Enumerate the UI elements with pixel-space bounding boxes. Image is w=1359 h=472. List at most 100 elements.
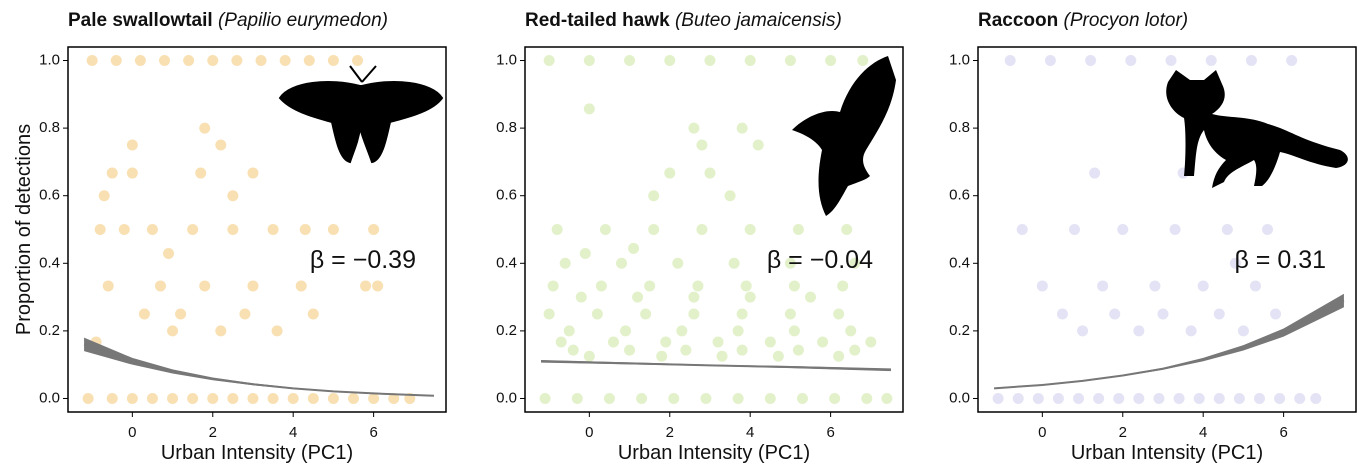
point	[1153, 392, 1165, 404]
point	[732, 325, 744, 337]
point	[704, 167, 716, 179]
point	[159, 55, 171, 67]
point	[1213, 308, 1225, 320]
butterfly-icon	[278, 65, 444, 164]
title-species: (Papilio eurymedon)	[218, 10, 388, 31]
point	[267, 224, 279, 235]
point	[563, 325, 575, 337]
point	[1193, 392, 1205, 404]
point	[1016, 224, 1028, 235]
point	[303, 55, 315, 67]
y-tick-label: 0.4	[39, 254, 60, 271]
point	[724, 190, 736, 202]
point	[784, 308, 796, 320]
point	[195, 167, 207, 179]
point	[764, 392, 776, 404]
point	[1233, 392, 1245, 404]
point	[728, 257, 740, 269]
x-tick-label: 4	[289, 424, 297, 441]
point	[551, 224, 563, 235]
point	[1109, 308, 1121, 320]
point	[1221, 224, 1233, 235]
x-axis-label: Urban Intensity (PC1)	[1071, 442, 1263, 464]
y-tick-label: 0.2	[949, 322, 970, 339]
point	[1125, 55, 1137, 67]
y-tick-label: 0.0	[496, 389, 517, 406]
y-tick-label: 0.8	[496, 119, 517, 136]
x-axis-label: Urban Intensity (PC1)	[161, 442, 353, 464]
point	[688, 122, 700, 134]
point	[327, 224, 339, 235]
point	[704, 55, 716, 67]
point	[1213, 392, 1225, 404]
point	[881, 392, 893, 404]
point	[183, 55, 195, 67]
point	[1069, 224, 1081, 235]
point	[368, 224, 380, 235]
icons	[278, 56, 1348, 216]
panel-title: Red-tailed hawk (Buteo jamaicensis)	[525, 10, 842, 31]
point	[352, 55, 364, 67]
point	[547, 280, 559, 292]
point	[327, 55, 339, 67]
y-axis-label: Proportion of detections	[13, 124, 35, 335]
point	[825, 55, 837, 67]
point	[696, 224, 708, 235]
point	[299, 224, 311, 235]
x-tick-label: 6	[826, 424, 834, 441]
point	[1036, 280, 1048, 292]
panel-title: Raccoon (Procyon lotor)	[978, 10, 1188, 31]
point	[817, 336, 829, 348]
point	[118, 224, 130, 235]
point	[1113, 392, 1125, 404]
point	[215, 325, 227, 337]
point	[86, 55, 98, 67]
point	[543, 55, 555, 67]
point	[784, 55, 796, 67]
y-tick-label: 0.6	[949, 187, 970, 204]
point	[571, 392, 583, 404]
point	[199, 280, 211, 292]
point	[788, 280, 800, 292]
point	[372, 280, 384, 292]
point	[1173, 392, 1185, 404]
beta-annotation: β = 0.31	[1234, 246, 1326, 274]
point	[134, 55, 146, 67]
point	[106, 167, 118, 179]
point	[1229, 257, 1241, 269]
point	[543, 308, 555, 320]
point	[805, 291, 817, 303]
point	[167, 392, 179, 404]
point	[187, 224, 199, 235]
point	[837, 280, 849, 292]
point	[1185, 325, 1197, 337]
y-tick-label: 0.2	[496, 322, 517, 339]
point	[849, 257, 861, 269]
panel: Red-tailed hawk (Buteo jamaicensis) 0 2 4 6 0…	[496, 10, 904, 464]
point	[247, 392, 259, 404]
title-name: Raccoon	[978, 10, 1058, 31]
point	[744, 291, 756, 303]
point	[1310, 392, 1322, 404]
title-species: (Procyon lotor)	[1064, 10, 1189, 31]
x-tick-label: 4	[746, 424, 754, 441]
point	[1077, 325, 1089, 337]
point	[829, 392, 841, 404]
point	[1085, 55, 1097, 67]
point	[599, 224, 611, 235]
y-tick-label: 1.0	[949, 51, 970, 68]
point	[833, 350, 845, 362]
title-name: Red-tailed hawk	[525, 10, 670, 31]
point	[624, 55, 636, 67]
point	[138, 308, 150, 320]
point	[1044, 55, 1056, 67]
point	[1004, 55, 1016, 67]
point	[676, 325, 688, 337]
point	[833, 308, 845, 320]
y-tick-label: 0.6	[39, 187, 60, 204]
y-tick-label: 0.4	[949, 254, 970, 271]
point	[1197, 280, 1209, 292]
point	[792, 344, 804, 356]
point	[732, 392, 744, 404]
